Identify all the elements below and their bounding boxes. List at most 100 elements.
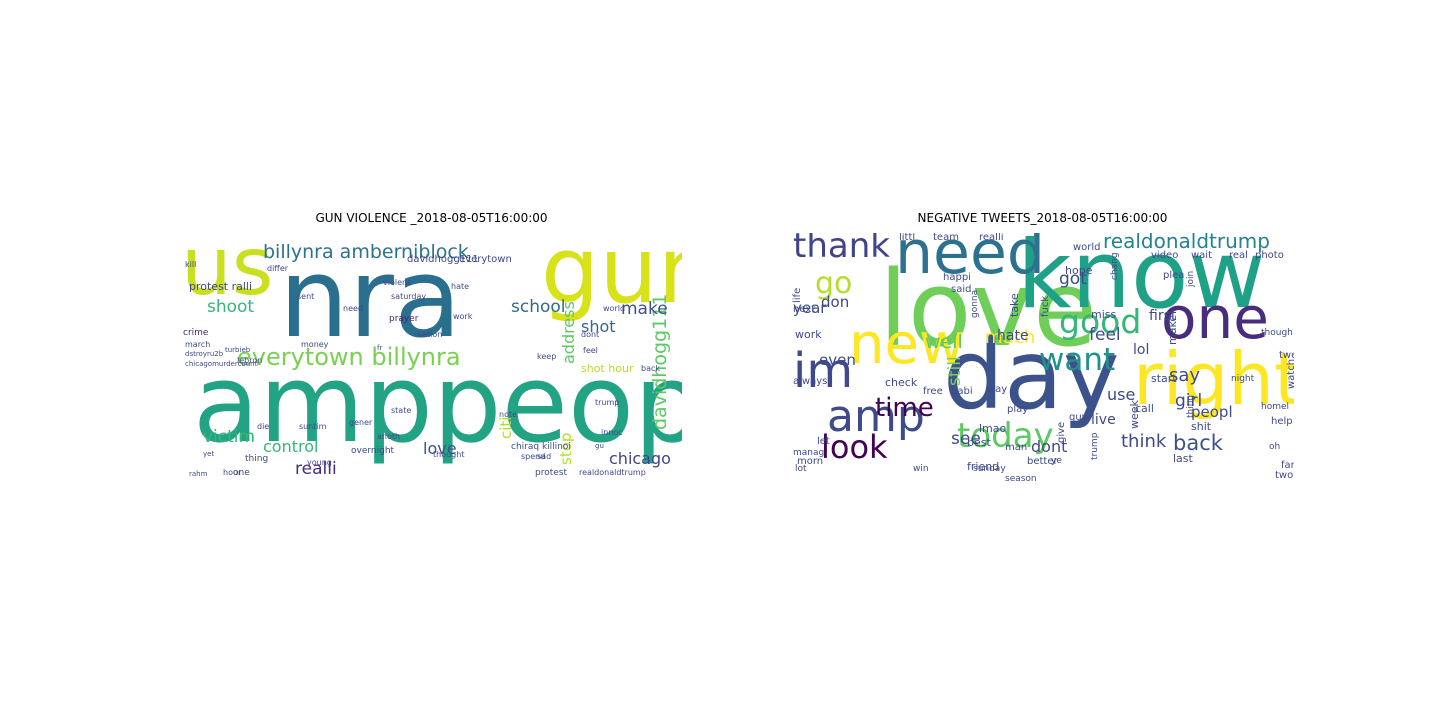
word-last: last: [1173, 452, 1193, 465]
word-sunday: sunday: [973, 464, 1006, 474]
word-take: take: [1008, 293, 1021, 318]
word-morn: morn: [797, 456, 824, 467]
word-see: see: [951, 429, 981, 449]
word-win: win: [913, 464, 929, 474]
word-miss: miss: [1091, 308, 1117, 321]
word-realli: realli: [979, 233, 1004, 243]
word-amppeopl: amppeopl: [193, 342, 682, 467]
word-feel: feel: [583, 346, 598, 355]
word-gonna: gonna: [970, 289, 980, 318]
word-new: new: [849, 312, 965, 377]
word-use: use: [1107, 385, 1136, 404]
word-got: got: [1059, 269, 1087, 289]
word-two: two: [1275, 470, 1294, 481]
word-saturday: saturday: [391, 292, 427, 301]
word-trump: trump: [595, 398, 620, 407]
negative-tweets-wordcloud-panel: NEGATIVE TWEETS_2018-08-05T16:00:00 love…: [791, 211, 1294, 483]
word-manag: manag: [793, 448, 825, 458]
word-march: march: [185, 340, 211, 349]
word-give: give: [1056, 421, 1067, 443]
word-today: today: [957, 416, 1054, 456]
word-realdonaldtrump: realdonaldtrump: [579, 468, 646, 477]
word-anoth: anoth: [377, 432, 401, 441]
word-davidhogg111: davidhogg111: [407, 254, 479, 265]
word-help: help: [1271, 416, 1293, 427]
word-live: live: [1091, 412, 1116, 428]
word-gun: gun: [541, 233, 682, 324]
word-team: team: [933, 233, 959, 243]
word-check: check: [885, 376, 918, 389]
word-chiraq-killinoi: chiraq killinoi: [511, 442, 571, 452]
word-guy: guy: [1069, 412, 1088, 423]
word-right: right: [1133, 337, 1294, 421]
gun-violence-wordcloud-panel: GUN VIOLENCE _2018-08-05T16:00:00 nra amp…: [181, 211, 682, 482]
word-spend: spend: [521, 452, 546, 461]
word-oh: oh: [1269, 442, 1281, 452]
word-nation: nation: [417, 330, 443, 339]
word-next: next: [793, 304, 816, 315]
word-back: back: [1173, 431, 1223, 455]
word-back: back: [641, 364, 661, 373]
word-call: call: [1135, 402, 1154, 415]
word-yet: yet: [203, 450, 215, 458]
word-week: week: [1128, 400, 1141, 430]
word-way: way: [987, 384, 1008, 395]
word-thank: thank: [793, 233, 890, 266]
word-peopl: peopl: [1191, 403, 1233, 421]
word-said: said: [951, 284, 972, 295]
word-innoc: innoc: [601, 428, 623, 437]
word-dont: dont: [1031, 437, 1068, 456]
word-chicagomurdercount: chicagomurdercount: [185, 360, 258, 368]
word-chicago: chicago: [609, 449, 671, 468]
word-victim: victim: [203, 427, 256, 447]
word-fr: fr: [377, 344, 383, 352]
word-fan: fan: [1281, 460, 1294, 471]
word-dont: dont: [581, 330, 600, 339]
word-die: die: [257, 422, 270, 431]
word-photo: photo: [1255, 250, 1284, 261]
word-love: love: [423, 439, 457, 458]
word-dstroyru2b: dstroyru2b: [185, 350, 224, 358]
word-nra: nra: [279, 234, 462, 362]
word-hour: hour: [223, 468, 242, 477]
word-address: address: [559, 301, 578, 365]
word-sad: sad: [537, 452, 552, 461]
word-everytown: everytown: [459, 254, 512, 265]
word-friend: friend: [967, 460, 1000, 473]
word-crime: crime: [183, 328, 209, 338]
word-let: let: [817, 436, 830, 447]
word-hate: hate: [451, 282, 470, 291]
word-note: note: [499, 410, 518, 419]
word-prayer: prayer: [389, 314, 419, 324]
word-young: young: [307, 458, 332, 467]
word-much: much: [985, 327, 1036, 348]
word-best: best: [967, 436, 991, 449]
word-keep: keep: [537, 352, 557, 361]
word-season: season: [1005, 474, 1037, 483]
word-everytown-billynra: everytown billynra: [237, 343, 461, 371]
word-differ: differ: [267, 264, 289, 273]
word-babi: babi: [951, 386, 973, 397]
word-lot: lot: [795, 464, 807, 474]
word-billynra-amberniblock: billynra amberniblock: [263, 241, 469, 263]
word-citi: citi: [497, 416, 515, 439]
word-homel: homel: [1261, 402, 1290, 412]
word-trump: trump: [1090, 432, 1100, 460]
word-im: im: [793, 343, 854, 399]
word-happi: happi: [943, 272, 971, 283]
word-tweet: tweet: [1279, 350, 1294, 361]
word-real: real: [1229, 250, 1248, 261]
word-think: think: [1121, 431, 1167, 452]
word-shoot: shoot: [207, 297, 255, 317]
word-kill: kill: [185, 260, 197, 269]
word-fuck: fuck: [1040, 295, 1051, 317]
word-though: though: [1261, 328, 1293, 338]
word-protest-ralli: protest ralli: [189, 280, 253, 293]
word-good: good: [1059, 302, 1142, 341]
word-know: know: [1017, 233, 1266, 330]
word-join: join: [1186, 270, 1196, 287]
word-thing: thing: [1186, 394, 1196, 418]
word-night: night: [1231, 374, 1255, 384]
word-feel: feel: [1089, 325, 1121, 345]
word-sent: sent: [297, 292, 315, 301]
